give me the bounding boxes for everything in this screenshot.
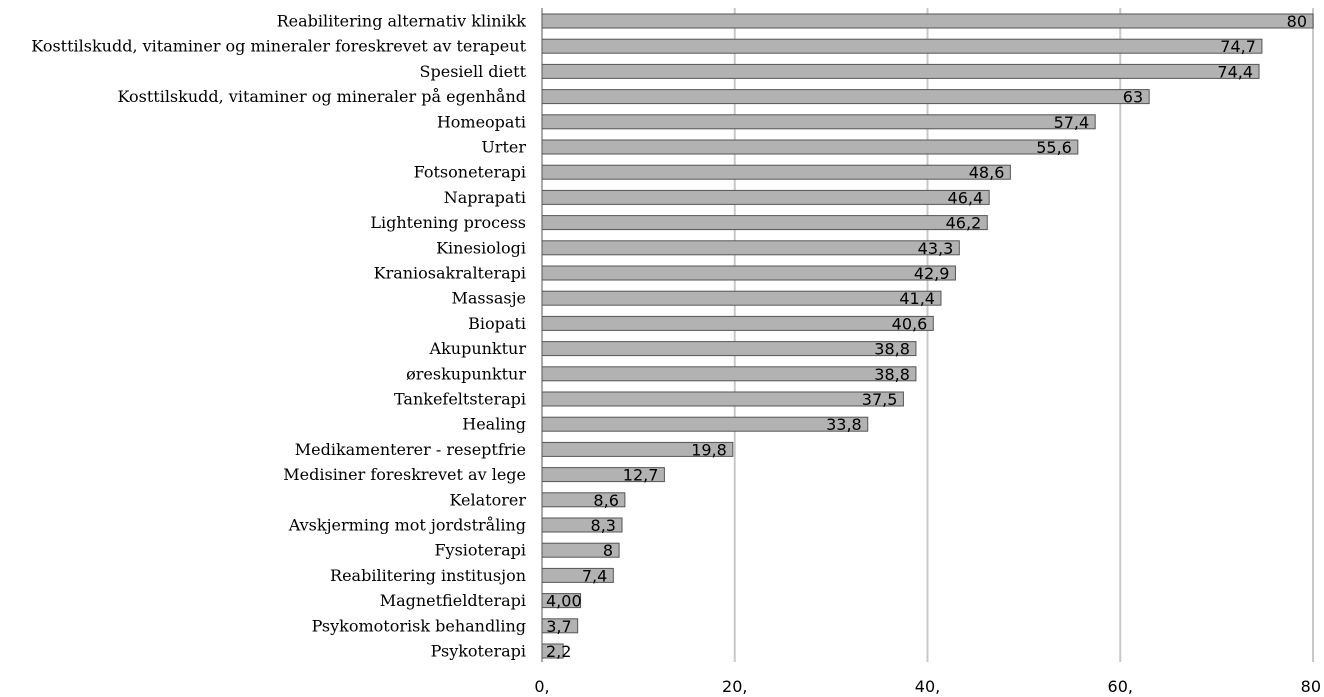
- bar-spesiell-diett: [541, 63, 1260, 79]
- bar-fysioterapi: [541, 542, 620, 558]
- x-tick-label: 80: [1301, 677, 1321, 696]
- bar-reabilitering-alternativ-klinikk: [541, 13, 1314, 29]
- category-label: Avskjerming mot jordstråling: [288, 516, 526, 535]
- bar-psykomotorisk-behandling: [541, 618, 579, 634]
- category-label: Massasje: [451, 289, 526, 308]
- bar-kosttilskudd-vitaminer-og-mineraler-pa-egenhand: [541, 89, 1150, 105]
- data-label: 33,8: [826, 415, 862, 434]
- data-label: 46,2: [946, 214, 982, 233]
- category-label: Tankefeltsterapi: [394, 390, 526, 409]
- x-tick-label: 20,: [722, 677, 747, 696]
- data-label: 3,7: [546, 617, 571, 636]
- category-label: Kinesiologi: [436, 238, 526, 257]
- category-label: Fotsoneterapi: [414, 163, 526, 182]
- category-label: Biopati: [468, 314, 526, 333]
- data-label: 74,4: [1217, 62, 1253, 81]
- bar-magnetfieldterapi: [541, 593, 582, 609]
- bar-kosttilskudd-vitaminer-og-mineraler-foreskrevet-av-terapeut: [541, 38, 1263, 54]
- category-label: Healing: [462, 415, 526, 434]
- bar-healing: [541, 416, 869, 432]
- grid-layer: [541, 8, 1314, 662]
- category-label: Naprapati: [444, 188, 526, 207]
- category-label: Psykoterapi: [431, 642, 526, 661]
- bar-oreskupunktur: [541, 366, 917, 382]
- bar-layer: [541, 13, 1314, 659]
- data-label: 8,6: [593, 491, 618, 510]
- bar-akupunktur: [541, 341, 917, 357]
- x-tick-label: 60,: [1108, 677, 1133, 696]
- bar-medikamenterer-reseptfrie: [541, 441, 734, 457]
- category-label: øreskupunktur: [406, 364, 526, 383]
- data-label: 63: [1123, 88, 1143, 107]
- data-label: 42,9: [914, 264, 950, 283]
- bar-biopati: [541, 315, 934, 331]
- data-label: 38,8: [874, 365, 910, 384]
- bar-avskjerming-mot-jordstraling: [541, 517, 623, 533]
- data-label: 8: [603, 541, 613, 560]
- x-tick-label: 0,: [534, 677, 549, 696]
- bar-urter: [541, 139, 1079, 155]
- bar-kinesiologi: [541, 240, 960, 256]
- bar-psykoterapi: [541, 643, 564, 659]
- data-label: 41,4: [899, 289, 935, 308]
- bar-tankefeltsterapi: [541, 391, 904, 407]
- data-label: 2,2: [546, 642, 571, 661]
- category-label: Kosttilskudd, vitaminer og mineraler på …: [117, 87, 526, 106]
- category-label: Spesiell diett: [420, 62, 527, 81]
- category-label: Lightening process: [370, 213, 526, 232]
- bar-kelatorer: [541, 492, 626, 508]
- data-label: 46,4: [948, 188, 984, 207]
- data-label: 4,00: [546, 592, 582, 611]
- x-tick-label: 40,: [915, 677, 940, 696]
- category-label: Medisiner foreskrevet av lege: [283, 465, 526, 484]
- category-label: Psykomotorisk behandling: [312, 616, 526, 635]
- data-label: 7,4: [582, 566, 607, 585]
- data-label: 37,5: [862, 390, 898, 409]
- data-label: 55,6: [1036, 138, 1072, 157]
- category-label: Akupunktur: [429, 339, 527, 358]
- bar-massasje: [541, 290, 942, 306]
- bar-lightening-process: [541, 215, 988, 231]
- bar-kraniosakralterapi: [541, 265, 956, 281]
- category-label: Kraniosakralterapi: [374, 264, 526, 283]
- bar-homeopati: [541, 114, 1096, 130]
- data-label: 8,3: [591, 516, 616, 535]
- bar-medisiner-foreskrevet-av-lege: [541, 467, 665, 483]
- category-label: Homeopati: [437, 112, 526, 131]
- category-label: Urter: [481, 138, 526, 157]
- data-label: 38,8: [874, 340, 910, 359]
- category-label: Reabilitering alternativ klinikk: [277, 12, 527, 31]
- category-labels: Reabilitering alternativ klinikk Kosttils…: [31, 12, 526, 661]
- data-label: 80: [1287, 12, 1307, 31]
- bar-reabilitering-institusjon: [541, 567, 614, 583]
- category-label: Reabilitering institusjon: [330, 566, 526, 585]
- category-label: Kelatorer: [450, 490, 527, 509]
- data-label: 48,6: [969, 163, 1005, 182]
- category-label: Fysioterapi: [434, 541, 526, 560]
- category-label: Kosttilskudd, vitaminer og mineraler for…: [31, 37, 526, 56]
- x-axis-ticks: 0, 20, 40, 60, 80: [534, 677, 1321, 696]
- data-label: 57,4: [1054, 113, 1090, 132]
- data-label: 12,7: [623, 466, 659, 485]
- value-labels: 80 74,7 74,4 63 57,4 55,6 48,6 46,4 46,2 43,3 42,9…: [546, 12, 1307, 661]
- category-label: Magnetfieldterapi: [380, 591, 526, 610]
- data-label: 40,6: [892, 314, 928, 333]
- bar-fotsoneterapi: [541, 164, 1011, 180]
- data-label: 74,7: [1220, 37, 1256, 56]
- category-label: Medikamenterer - reseptfrie: [295, 440, 526, 459]
- data-label: 43,3: [918, 239, 954, 258]
- data-label: 19,8: [691, 440, 727, 459]
- bar-naprapati: [541, 189, 990, 205]
